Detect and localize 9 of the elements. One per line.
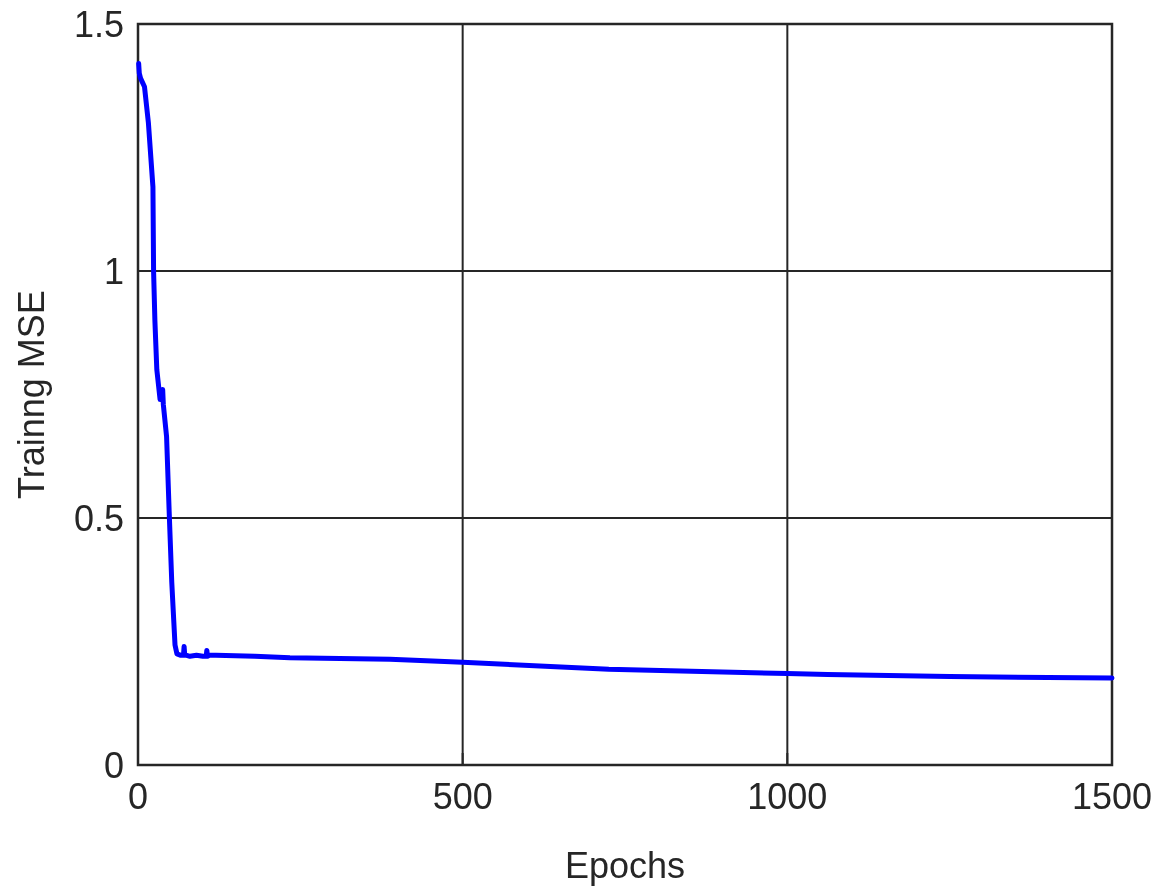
x-tick-label: 1000 — [747, 776, 828, 817]
x-tick-label: 1500 — [1071, 776, 1153, 817]
x-axis-title: Epochs — [564, 845, 686, 886]
y-axis-title: Trainng MSE — [11, 290, 52, 499]
x-tick-label: 500 — [432, 776, 493, 817]
y-tick-label: 1.5 — [73, 3, 124, 45]
y-tick-label: 0 — [103, 744, 124, 786]
y-tick-label: 1 — [103, 250, 124, 292]
y-tick-label: 0.5 — [73, 497, 124, 539]
